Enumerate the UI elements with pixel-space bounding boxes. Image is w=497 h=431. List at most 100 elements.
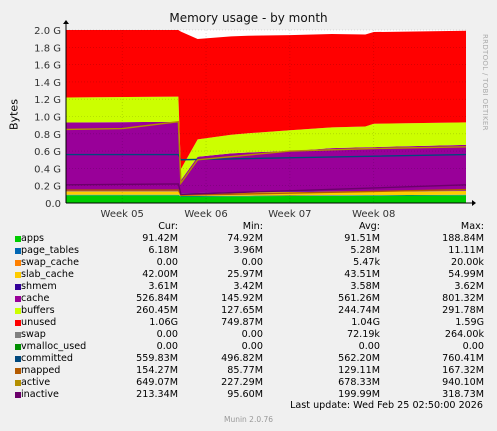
- legend-max-value: 11.11M: [448, 245, 484, 256]
- legend-header-cur: Cur:: [158, 221, 178, 232]
- legend-avg-value: 0.00: [358, 341, 380, 352]
- x-tick-label: Week 06: [184, 209, 227, 220]
- legend-label: mapped: [21, 365, 61, 376]
- legend-max-value: 0.00: [462, 341, 484, 352]
- legend-avg-value: 199.99M: [338, 389, 380, 400]
- line-active: [65, 120, 467, 186]
- legend-avg-value: 5.28M: [350, 245, 380, 256]
- legend-avg-value: 562.20M: [338, 353, 380, 364]
- legend-min-value: 496.82M: [221, 353, 263, 364]
- legend-swatch: [15, 392, 21, 398]
- area-page-tables: [66, 194, 466, 197]
- legend-avg-value: 5.47k: [353, 257, 380, 268]
- y-tick-label: 2.0 G: [34, 26, 61, 37]
- legend-row-active: active 649.07M 227.29M 678.33M 940.10M: [0, 377, 497, 389]
- legend-swatch: [15, 332, 21, 338]
- legend-row-apps: apps 91.42M 74.92M 91.51M 188.84M: [0, 233, 497, 245]
- legend-cur-value: 154.27M: [136, 365, 178, 376]
- y-tick-label: 1.8 G: [34, 43, 61, 54]
- x-tick-label: Week 07: [268, 209, 311, 220]
- legend-min-value: 3.42M: [233, 281, 263, 292]
- legend-max-value: 1.59G: [455, 317, 484, 328]
- legend-max-value: 760.41M: [442, 353, 484, 364]
- legend-row-buffers: buffers 260.45M 127.65M 244.74M 291.78M: [0, 305, 497, 317]
- y-tick-label: 1.0 G: [34, 113, 61, 124]
- legend-swatch: [15, 320, 21, 326]
- legend-swatch: [15, 284, 21, 290]
- legend-min-value: 0.00: [241, 341, 263, 352]
- y-tick-label: 0.4 G: [34, 164, 61, 175]
- legend-cur-value: 260.45M: [136, 305, 178, 316]
- legend-min-value: 25.97M: [227, 269, 263, 280]
- legend-avg-value: 678.33M: [338, 377, 380, 388]
- legend-label: committed: [21, 353, 74, 364]
- legend-avg-value: 43.51M: [344, 269, 380, 280]
- legend-header-row: Cur: Min: Avg: Max:: [0, 221, 497, 233]
- legend-row-committed: committed 559.83M 496.82M 562.20M 760.41M: [0, 353, 497, 365]
- legend-row-inactive: inactive 213.34M 95.60M 199.99M 318.73M: [0, 389, 497, 401]
- legend-label: cache: [21, 293, 50, 304]
- legend-max-value: 940.10M: [442, 377, 484, 388]
- legend-row-mapped: mapped 154.27M 85.77M 129.11M 167.32M: [0, 365, 497, 377]
- legend-cur-value: 91.42M: [142, 233, 178, 244]
- legend-avg-value: 561.26M: [338, 293, 380, 304]
- legend-row-cache: cache 526.84M 145.92M 561.26M 801.32M: [0, 293, 497, 305]
- rrdtool-side-text: RRDTOOL / TOBI OETIKER: [481, 34, 489, 131]
- legend-row-vmalloc-used: vmalloc_used 0.00 0.00 0.00 0.00: [0, 341, 497, 353]
- x-axis-arrow: [472, 200, 476, 206]
- legend-cur-value: 1.06G: [149, 317, 178, 328]
- legend-label: page_tables: [21, 245, 80, 256]
- chart-title: Memory usage - by month: [169, 11, 328, 25]
- legend-swatch: [15, 248, 21, 254]
- legend-avg-value: 3.58M: [350, 281, 380, 292]
- legend-header-avg: Avg:: [358, 221, 380, 232]
- legend-min-value: 127.65M: [221, 305, 263, 316]
- legend-swatch: [15, 380, 21, 386]
- legend-cur-value: 3.61M: [148, 281, 178, 292]
- legend-max-value: 188.84M: [442, 233, 484, 244]
- legend-row-slab-cache: slab_cache 42.00M 25.97M 43.51M 54.99M: [0, 269, 497, 281]
- legend-avg-value: 72.19k: [346, 329, 380, 340]
- legend-cur-value: 559.83M: [136, 353, 178, 364]
- legend-label: buffers: [21, 305, 55, 316]
- x-tick-label: Week 08: [352, 209, 395, 220]
- legend-max-value: 3.62M: [454, 281, 484, 292]
- legend-label: swap: [21, 329, 46, 340]
- legend-header-min: Min:: [242, 221, 263, 232]
- legend-avg-value: 1.04G: [351, 317, 380, 328]
- legend-max-value: 264.00k: [444, 329, 484, 340]
- legend-swatch: [15, 236, 21, 242]
- legend-cur-value: 213.34M: [136, 389, 178, 400]
- legend-label: vmalloc_used: [21, 341, 87, 352]
- legend-label: unused: [21, 317, 57, 328]
- legend-row-shmem: shmem 3.61M 3.42M 3.58M 3.62M: [0, 281, 497, 293]
- legend-row-swap: swap 0.00 0.00 72.19k 264.00k: [0, 329, 497, 341]
- legend-min-value: 85.77M: [227, 365, 263, 376]
- y-axis-arrow: [63, 20, 69, 24]
- legend-cur-value: 0.00: [156, 329, 178, 340]
- legend-min-value: 3.96M: [233, 245, 263, 256]
- legend-max-value: 20.00k: [450, 257, 484, 268]
- y-axis-label: Bytes: [7, 99, 21, 130]
- legend-swatch: [15, 368, 21, 374]
- legend-header-max: Max:: [460, 221, 484, 232]
- legend-row-unused: unused 1.06G 749.87M 1.04G 1.59G: [0, 317, 497, 329]
- area-buffers: [66, 96, 466, 181]
- legend-min-value: 0.00: [241, 257, 263, 268]
- legend-min-value: 74.92M: [227, 233, 263, 244]
- x-tick-label: Week 05: [101, 209, 144, 220]
- y-tick-label: 0.8 G: [34, 130, 61, 141]
- legend-label: active: [21, 377, 51, 388]
- legend-label: slab_cache: [21, 269, 74, 280]
- legend-cur-value: 0.00: [156, 257, 178, 268]
- legend-min-value: 0.00: [241, 329, 263, 340]
- legend-max-value: 318.73M: [442, 389, 484, 400]
- munin-version: Munin 2.0.76: [223, 415, 274, 424]
- y-tick-label: 1.4 G: [34, 78, 61, 89]
- y-tick-label: 0.0: [45, 199, 61, 210]
- y-tick-label: 1.2 G: [34, 95, 61, 106]
- legend-swatch: [15, 344, 21, 350]
- legend-min-value: 749.87M: [221, 317, 263, 328]
- legend-swatch: [15, 308, 21, 314]
